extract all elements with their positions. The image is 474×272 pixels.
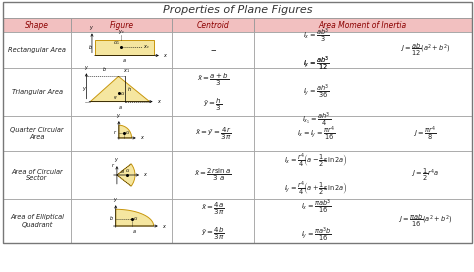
Bar xyxy=(71,116,172,151)
Text: $x$: $x$ xyxy=(156,98,162,105)
Text: $y$: $y$ xyxy=(114,156,119,164)
Text: $y$: $y$ xyxy=(116,112,121,120)
Text: –: – xyxy=(210,45,216,55)
Bar xyxy=(3,199,71,243)
Text: Area Moment of Inertia: Area Moment of Inertia xyxy=(319,20,407,29)
Text: $\bar{x} = \dfrac{4a}{3\pi}$

$\bar{y} = \dfrac{4b}{3\pi}$: $\bar{x} = \dfrac{4a}{3\pi}$ $\bar{y} = … xyxy=(201,200,225,242)
Text: Triangular Area: Triangular Area xyxy=(11,89,63,95)
Text: $b$: $b$ xyxy=(88,43,93,51)
Text: $y$: $y$ xyxy=(84,64,89,72)
Text: $\bar{x} = \dfrac{a+b}{3}$

$\bar{y} = \dfrac{h}{3}$: $\bar{x} = \dfrac{a+b}{3}$ $\bar{y} = \d… xyxy=(197,71,229,113)
Bar xyxy=(172,199,254,243)
Bar xyxy=(3,2,472,18)
Text: Shape: Shape xyxy=(25,20,49,29)
Text: $G$: $G$ xyxy=(125,129,130,136)
Text: $I_x = \dfrac{\pi ab^3}{16}$

$I_y = \dfrac{\pi a^3 b}{16}$: $I_x = \dfrac{\pi ab^3}{16}$ $I_y = \dfr… xyxy=(301,198,331,244)
Polygon shape xyxy=(91,76,149,101)
Bar xyxy=(71,32,172,68)
Bar xyxy=(71,199,172,243)
Text: $y$: $y$ xyxy=(82,85,87,93)
Text: $J = \dfrac{\pi ab}{16}(a^2 + b^2)$: $J = \dfrac{\pi ab}{16}(a^2 + b^2)$ xyxy=(398,213,452,229)
Text: $a$: $a$ xyxy=(122,57,127,63)
Bar xyxy=(3,68,71,116)
Text: $G_1$: $G_1$ xyxy=(113,39,120,47)
Bar xyxy=(3,116,71,151)
Bar xyxy=(254,18,472,32)
Text: $r$: $r$ xyxy=(110,161,115,169)
Bar xyxy=(172,116,254,151)
Text: $G$: $G$ xyxy=(133,215,138,222)
Bar xyxy=(172,151,254,199)
Text: Centroid: Centroid xyxy=(197,20,229,29)
Text: $b$: $b$ xyxy=(109,214,114,222)
Text: $x_1$: $x_1$ xyxy=(123,67,130,75)
Text: $x_c$: $x_c$ xyxy=(143,43,149,51)
Bar xyxy=(71,18,172,32)
Text: $x$: $x$ xyxy=(162,222,167,230)
Text: $y$: $y$ xyxy=(90,24,94,32)
Text: $G$: $G$ xyxy=(125,166,130,174)
Polygon shape xyxy=(116,209,154,226)
Text: $b$: $b$ xyxy=(102,65,107,73)
Text: Rectangular Area: Rectangular Area xyxy=(8,47,66,53)
Text: Area of Elliptical
Quadrant: Area of Elliptical Quadrant xyxy=(10,214,64,228)
Text: $y_c$: $y_c$ xyxy=(118,29,125,36)
Bar xyxy=(172,32,254,68)
Text: $J = \dfrac{ab}{12}(a^2 + b^2)$: $J = \dfrac{ab}{12}(a^2 + b^2)$ xyxy=(400,42,450,58)
Text: $g$: $g$ xyxy=(113,94,118,101)
Text: $J = \dfrac{1}{2}r^4 a$: $J = \dfrac{1}{2}r^4 a$ xyxy=(411,167,439,183)
Bar xyxy=(71,68,172,116)
Text: Area of Circular
Sector: Area of Circular Sector xyxy=(11,168,63,181)
Text: $I_x = \dfrac{ah^3}{12}$

$I_y = \dfrac{ah^3}{36}$

$I_{x_1} = \dfrac{ah^3}{4}$: $I_x = \dfrac{ah^3}{12}$ $I_y = \dfrac{a… xyxy=(301,55,331,129)
Text: $r$: $r$ xyxy=(113,128,117,135)
Bar xyxy=(71,151,172,199)
Text: $a$: $a$ xyxy=(132,228,137,235)
Bar xyxy=(95,39,154,54)
Bar xyxy=(3,32,71,68)
Text: $I_x = \dfrac{r^4}{4}\!\left(a - \dfrac{1}{2}\sin 2a\right)$

$I_y = \dfrac{r^4}: $I_x = \dfrac{r^4}{4}\!\left(a - \dfrac{… xyxy=(284,152,348,198)
Bar xyxy=(3,151,71,199)
Bar xyxy=(254,151,472,199)
Text: Figure: Figure xyxy=(109,20,134,29)
Bar xyxy=(172,18,254,32)
Text: Properties of Plane Figures: Properties of Plane Figures xyxy=(163,5,312,15)
Text: $I_x = I_y = \dfrac{\pi r^4}{16}$: $I_x = I_y = \dfrac{\pi r^4}{16}$ xyxy=(297,124,335,143)
Text: Quarter Circular
Area: Quarter Circular Area xyxy=(10,127,64,140)
Text: $x$: $x$ xyxy=(143,172,148,178)
Bar xyxy=(254,68,472,116)
Text: $I_x = \dfrac{ab^3}{3}$

$I_y = \dfrac{ab^3}{12}$: $I_x = \dfrac{ab^3}{3}$ $I_y = \dfrac{ab… xyxy=(302,27,329,73)
Bar xyxy=(254,116,472,151)
Text: $a$: $a$ xyxy=(118,104,122,111)
Wedge shape xyxy=(117,164,135,186)
Text: $G$: $G$ xyxy=(120,90,126,97)
Bar xyxy=(3,2,472,243)
Text: $x$: $x$ xyxy=(163,52,168,59)
Text: $y$: $y$ xyxy=(113,196,118,204)
Bar xyxy=(254,199,472,243)
Text: $a$: $a$ xyxy=(120,168,125,175)
Bar xyxy=(3,18,71,32)
Bar xyxy=(172,68,254,116)
Bar xyxy=(254,32,472,68)
Wedge shape xyxy=(119,125,132,138)
Text: $J = \dfrac{\pi r^4}{8}$: $J = \dfrac{\pi r^4}{8}$ xyxy=(413,124,437,143)
Text: $x$: $x$ xyxy=(140,134,145,141)
Text: $\bar{x} = \bar{y} = \dfrac{4r}{3\pi}$: $\bar{x} = \bar{y} = \dfrac{4r}{3\pi}$ xyxy=(195,125,231,142)
Text: $h$: $h$ xyxy=(128,85,132,93)
Text: $\bar{x} = \dfrac{2r\sin a}{3\ a}$: $\bar{x} = \dfrac{2r\sin a}{3\ a}$ xyxy=(194,167,232,183)
